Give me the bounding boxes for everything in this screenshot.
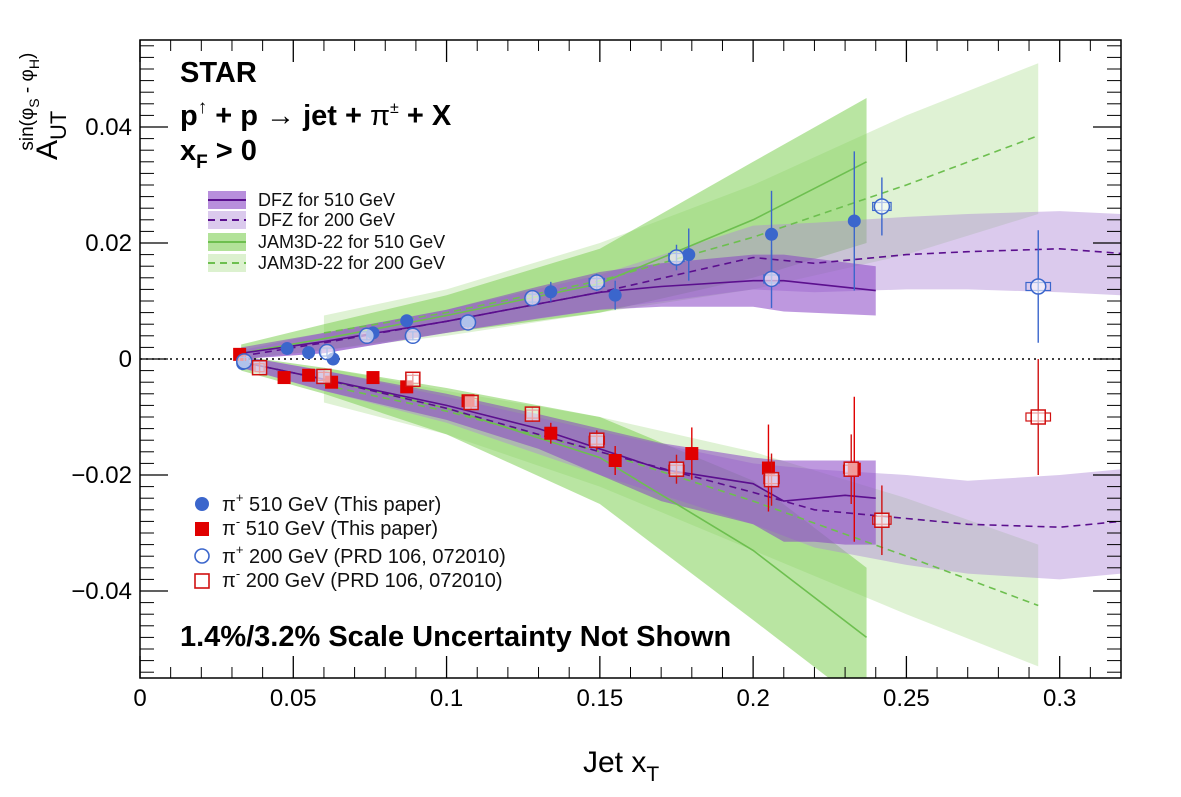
data-point [843,461,859,477]
reaction-label: p↑ + p → jet + π± + X [180,97,452,132]
x-tick-label: 0.15 [576,685,623,712]
data-point [358,327,376,345]
theory-curve [241,361,876,502]
data-legend: π+ 510 GeV (This paper) π- 510 GeV (This… [194,490,506,592]
data-point [873,198,891,215]
data-point [544,285,558,299]
legend-entry-piminus-510: π- 510 GeV (This paper) [195,514,438,540]
data-point [302,368,316,382]
y-tick-label: −0.04 [71,578,132,605]
svg-text:π- 200 GeV (PRD 106, 072010): π- 200 GeV (PRD 106, 072010) [222,566,503,592]
svg-text:AUTsin(φS - φH): AUTsin(φS - φH) [17,53,71,160]
data-point [544,426,558,440]
data-point [316,368,332,385]
data-point [668,249,685,266]
data-point [524,406,541,422]
data-point [404,327,422,345]
data-point [588,274,606,291]
theory-legend: DFZ for 510 GeV DFZ for 200 GeV JAM3D-22… [208,190,445,273]
kinematic-cut-label: xF > 0 [180,135,257,173]
data-point [318,343,336,361]
data-point [847,214,861,228]
svg-text:π- 510 GeV (This paper): π- 510 GeV (This paper) [222,514,438,540]
data-point [251,359,268,376]
data-point [765,227,779,241]
svg-text:π+ 510 GeV (This paper): π+ 510 GeV (This paper) [222,490,441,516]
data-point [668,461,685,477]
data-point [405,371,421,388]
svg-text:DFZ for 200 GeV: DFZ for 200 GeV [258,210,395,230]
legend-entry-jam-510: JAM3D-22 for 510 GeV [208,232,445,252]
theory-band [241,356,876,545]
data-point [277,371,291,385]
x-tick-label: 0.25 [883,685,930,712]
data-point [763,270,780,288]
legend-entry-dfz-200: DFZ for 200 GeV [208,210,395,230]
legend-entry-piplus-510: π+ 510 GeV (This paper) [195,490,441,516]
data-point [682,248,696,262]
data-point [302,346,316,360]
experiment-label: STAR [180,57,257,89]
data-point [400,314,414,328]
y-tick-label: 0.04 [85,114,132,141]
y-tick-label: 0.02 [85,230,132,257]
data-point [459,314,477,331]
data-point [463,394,479,411]
data-point [874,512,890,528]
legend-entry-jam-200: JAM3D-22 for 200 GeV [208,253,445,273]
x-axis-title: Jet xT [583,746,659,786]
series-2 [235,177,1052,370]
data-point [589,432,605,448]
data-point [366,371,380,385]
series-3 [251,359,1052,556]
svg-text:DFZ for 510 GeV: DFZ for 510 GeV [258,190,395,210]
y-axis-title: AUTsin(φS - φH) [17,53,71,160]
data-point [685,447,699,461]
data-point [235,353,253,370]
x-tick-label: 0.05 [270,685,317,712]
data-points [233,151,1052,556]
x-tick-label: 0.2 [736,685,769,712]
legend-entry-piplus-200: π+ 200 GeV (PRD 106, 072010) [194,542,506,568]
data-point [280,342,294,356]
theory-band [241,254,876,359]
x-tick-label: 0.1 [430,685,463,712]
svg-text:π+ 200 GeV (PRD 106, 072010): π+ 200 GeV (PRD 106, 072010) [222,542,506,568]
legend-entry-dfz-510: DFZ for 510 GeV [208,190,395,210]
y-tick-label: 0 [119,346,132,373]
data-point [763,471,780,488]
svg-text:JAM3D-22 for 200 GeV: JAM3D-22 for 200 GeV [258,253,445,273]
data-point [1029,278,1047,295]
data-point [608,454,622,467]
data-point [524,289,541,307]
x-tick-label: 0.3 [1043,685,1076,712]
x-tick-label: 0 [133,685,146,712]
y-tick-label: −0.02 [71,462,132,489]
data-point [1030,409,1046,425]
scale-uncertainty-note: 1.4%/3.2% Scale Uncertainty Not Shown [180,621,731,653]
data-point [608,288,622,302]
svg-text:JAM3D-22 for 510 GeV: JAM3D-22 for 510 GeV [258,232,445,252]
axis-ticks: 0 0.05 0.1 0.15 0.2 0.25 0.3 0.04 0.02 0 −0.02 −0.0… [71,40,1122,712]
legend-entry-piminus-200: π- 200 GeV (PRD 106, 072010) [194,566,503,592]
theory-curve [241,361,1121,529]
